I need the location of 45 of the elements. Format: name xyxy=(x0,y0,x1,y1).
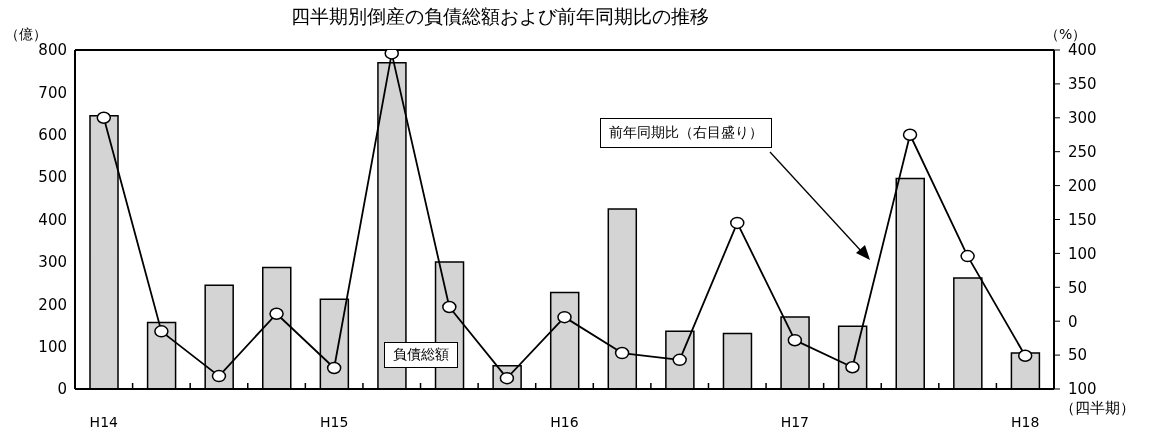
y2-tick-label: 50 xyxy=(1068,278,1088,297)
point xyxy=(96,111,112,125)
y-tick-label: 0 xyxy=(57,380,67,399)
y2-tick-label: 300 xyxy=(1068,109,1097,128)
y2-tick-label: 350 xyxy=(1068,75,1097,94)
point xyxy=(845,361,860,374)
y-tick-label: 800 xyxy=(38,41,67,60)
y-tick-label: 500 xyxy=(38,168,67,187)
y2-tick-label: 400 xyxy=(1068,41,1097,60)
y2-tick-label: 150 xyxy=(1068,210,1097,229)
x-tick-label: H15 xyxy=(319,413,349,430)
point xyxy=(730,216,745,230)
y-axis-title: （億） xyxy=(5,26,47,43)
point xyxy=(211,369,227,383)
y-tick-label: 700 xyxy=(38,83,67,102)
x-tick-label: H14 xyxy=(89,413,119,430)
x-tick-label: H17 xyxy=(780,413,810,430)
y2-tick-label: 50 xyxy=(1068,346,1088,365)
y2-axis-title: （%） xyxy=(1045,26,1087,43)
y2-tick-label: 250 xyxy=(1068,143,1097,162)
point xyxy=(614,346,630,360)
point xyxy=(154,325,169,338)
y-tick-label: 600 xyxy=(38,126,67,145)
y-tick-label: 400 xyxy=(38,210,67,229)
point xyxy=(326,361,342,375)
point xyxy=(269,307,284,320)
y-tick-label: 300 xyxy=(38,253,67,272)
y2-tick-label: 100 xyxy=(1068,244,1097,263)
x-tick-label: H18 xyxy=(1011,413,1040,430)
x-axis-title: （四半期） xyxy=(1060,399,1135,418)
point xyxy=(1017,349,1033,363)
y2-tick-label: 200 xyxy=(1068,176,1097,195)
point xyxy=(960,249,975,263)
point xyxy=(442,300,457,314)
series-label: 負債総額 xyxy=(383,342,458,369)
chart-title: 四半期別倒産の負債総額および前年同期比の推移 xyxy=(290,4,710,29)
text: 前年同期比（右目盛り） xyxy=(600,118,772,148)
point xyxy=(902,128,918,141)
x-tick-label: H16 xyxy=(550,413,579,430)
point xyxy=(787,333,803,347)
y-tick-label: 200 xyxy=(38,295,67,314)
y2-tick-label: 100 xyxy=(1068,380,1097,399)
y2-tick-label: 0 xyxy=(1068,312,1078,331)
point xyxy=(557,310,572,324)
y-tick-label: 100 xyxy=(38,337,67,356)
